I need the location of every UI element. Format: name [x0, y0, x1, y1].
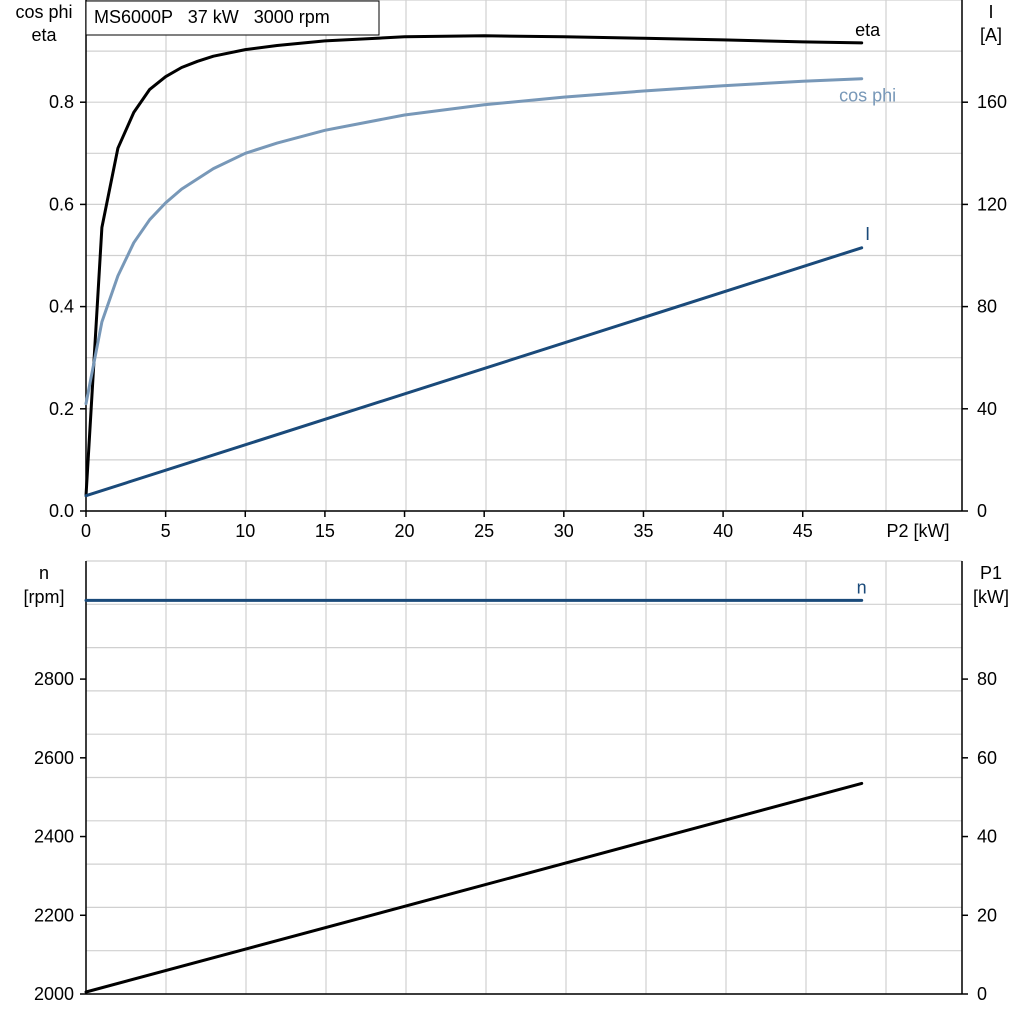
y-left-axis-label: n	[39, 563, 49, 583]
series-label-eta: eta	[855, 20, 881, 40]
y-right-axis-label: I	[988, 2, 993, 22]
top-chart-labels: 0.0 0.2 0.4 0.6 0.8 0 40 80 120 160 0 5 10 15 20 25 30 35…	[15, 2, 1007, 541]
y-right-axis-label: [kW]	[973, 587, 1009, 607]
series-line-i	[84, 246, 864, 498]
x-tick-label: 45	[793, 521, 813, 541]
top-chart-grid	[85, 0, 963, 512]
y-right-tick-label: 80	[977, 297, 997, 317]
y-right-tick-label: 60	[977, 748, 997, 768]
x-tick-label: 5	[161, 521, 171, 541]
y-right-tick-label: 160	[977, 92, 1007, 112]
x-tick-label: 40	[713, 521, 733, 541]
y-left-tick-label: 2600	[34, 748, 74, 768]
y-left-tick-label: 0.2	[49, 399, 74, 419]
x-tick-label: 25	[474, 521, 494, 541]
series-line-cos-phi	[84, 77, 864, 406]
x-tick-label: 20	[395, 521, 415, 541]
bottom-chart-grid	[85, 560, 963, 995]
y-left-tick-label: 0.0	[49, 501, 74, 521]
x-tick-label: 0	[81, 521, 91, 541]
bottom-chart-axes	[80, 561, 968, 995]
title-box	[85, 0, 380, 36]
y-left-tick-label: 0.4	[49, 297, 74, 317]
x-tick-label: 35	[633, 521, 653, 541]
x-tick-label: 15	[315, 521, 335, 541]
series-line-p1	[84, 781, 864, 994]
bottom-chart-series	[84, 598, 864, 994]
y-right-axis-label: P1	[980, 563, 1002, 583]
chart-title: MS6000P 37 kW 3000 rpm	[94, 7, 330, 27]
y-left-tick-label: 0.6	[49, 194, 74, 214]
y-right-axis-label: [A]	[980, 25, 1002, 45]
y-right-tick-label: 40	[977, 827, 997, 847]
x-axis-label: P2 [kW]	[886, 521, 949, 541]
top-chart-axes	[80, 0, 968, 517]
y-right-tick-label: 0	[977, 501, 987, 521]
x-tick-label: 30	[554, 521, 574, 541]
y-right-tick-label: 80	[977, 669, 997, 689]
y-left-axis-label: eta	[31, 25, 57, 45]
series-label-i: I	[865, 224, 870, 244]
bottom-chart-labels: 2000 2200 2400 2600 2800 0 20 40 60 80 n [rpm] P1 [kW…	[23, 563, 1009, 1004]
series-label-cos-phi: cos phi	[839, 86, 896, 106]
y-left-tick-label: 2400	[34, 827, 74, 847]
series-line-eta	[84, 34, 864, 498]
y-right-tick-label: 20	[977, 905, 997, 925]
y-left-tick-label: 2800	[34, 669, 74, 689]
y-left-tick-label: 0.8	[49, 92, 74, 112]
y-left-axis-label: [rpm]	[23, 587, 64, 607]
y-left-axis-label: cos phi	[15, 2, 72, 22]
x-tick-label: 10	[235, 521, 255, 541]
y-right-tick-label: 40	[977, 399, 997, 419]
y-left-tick-label: 2200	[34, 905, 74, 925]
y-right-tick-label: 0	[977, 984, 987, 1004]
series-label-n: n	[857, 577, 867, 597]
top-chart-series	[84, 34, 864, 498]
y-right-tick-label: 120	[977, 194, 1007, 214]
y-left-tick-label: 2000	[34, 984, 74, 1004]
